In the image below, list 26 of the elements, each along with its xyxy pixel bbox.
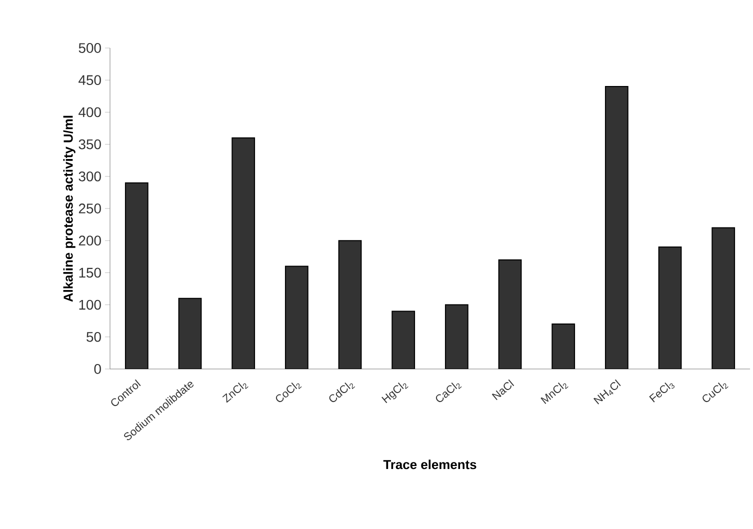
y-tick-label: 100 bbox=[79, 300, 101, 310]
bar bbox=[604, 86, 628, 369]
bar bbox=[338, 240, 362, 369]
y-tick-label: 400 bbox=[78, 107, 101, 118]
y-tick-label: 0 bbox=[94, 364, 101, 374]
bar bbox=[392, 310, 416, 369]
x-axis-title: Trace elements bbox=[383, 460, 476, 470]
y-tick-label: 250 bbox=[78, 204, 101, 214]
y-tick-label: 200 bbox=[78, 236, 101, 246]
bar bbox=[498, 259, 522, 369]
y-tick-label: 50 bbox=[86, 332, 101, 342]
y-tick-label: 150 bbox=[79, 268, 101, 278]
bar bbox=[232, 137, 256, 369]
bar bbox=[552, 324, 576, 369]
y-tick-label: 350 bbox=[78, 139, 101, 150]
bar bbox=[178, 298, 202, 369]
y-axis-title: Alkaline protease activity U/ml bbox=[63, 116, 76, 302]
bar bbox=[712, 227, 736, 369]
bar bbox=[444, 304, 468, 369]
bar bbox=[658, 246, 682, 369]
bar bbox=[124, 182, 148, 369]
y-tick-label: 500 bbox=[78, 43, 101, 53]
x-tick-label: NH$_{4}$Cl bbox=[593, 379, 621, 404]
y-tick-label: 300 bbox=[78, 171, 101, 182]
bar bbox=[284, 266, 308, 369]
y-tick-label: 450 bbox=[78, 75, 101, 86]
